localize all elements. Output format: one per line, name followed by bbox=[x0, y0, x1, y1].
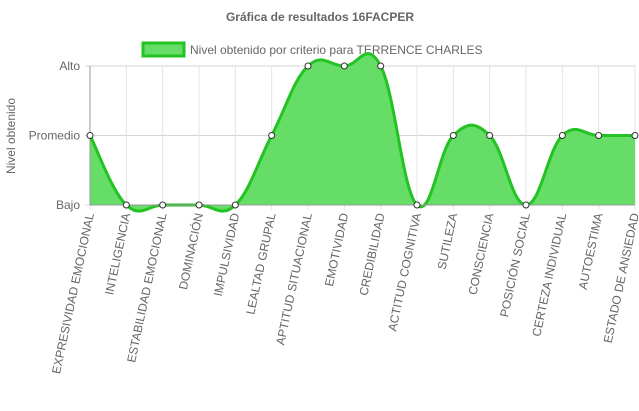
data-point[interactable] bbox=[122, 201, 130, 209]
x-tick-label: EXPRESIVIDAD EMOCIONAL bbox=[49, 211, 97, 375]
series-area bbox=[88, 52, 635, 213]
data-point[interactable] bbox=[595, 132, 603, 139]
x-tick-labels: EXPRESIVIDAD EMOCIONAL INTELIGENCIAESTABI… bbox=[49, 211, 639, 375]
x-tick-label: EMOTIVIDAD bbox=[322, 211, 351, 287]
x-tick-label: CREDIBILIDAD bbox=[356, 211, 387, 296]
legend[interactable]: Nivel obtenido por criterio para TERRENC… bbox=[141, 41, 483, 58]
data-point[interactable] bbox=[413, 201, 421, 209]
x-tick-label: APTITUD SITUACIONAL bbox=[273, 211, 315, 346]
x-tick-label: AUTOESTIMA bbox=[576, 212, 606, 291]
legend-swatch[interactable] bbox=[141, 41, 186, 58]
x-tick-label: DOMINACIÓN bbox=[175, 212, 206, 291]
x-tick-label: CONSCIENCIA bbox=[466, 212, 497, 296]
x-tick-label: ESTADO DE ANSIEDAD bbox=[601, 211, 639, 344]
data-point[interactable] bbox=[522, 201, 530, 209]
legend-label[interactable]: Nivel obtenido por criterio para TERRENC… bbox=[190, 43, 483, 57]
data-point[interactable] bbox=[195, 201, 203, 209]
x-tick-label: ESTABILIDAD EMOCIONAL bbox=[124, 211, 169, 363]
data-point[interactable] bbox=[268, 132, 276, 139]
data-point[interactable] bbox=[231, 201, 239, 209]
x-tick-label: IMPULSIVIDAD bbox=[211, 211, 242, 297]
x-tick-label: LEALTAD GRUPAL bbox=[243, 211, 278, 315]
data-points bbox=[86, 62, 639, 209]
x-tick-label: ACTITUD COGNITIVA bbox=[385, 212, 424, 333]
data-point[interactable] bbox=[631, 132, 639, 139]
x-tick-label: POSICIÓN SOCIAL bbox=[496, 211, 533, 318]
y-tick-labels: Bajo Promedio Alto bbox=[29, 59, 81, 212]
y-axis-title: Nivel obtenido bbox=[4, 98, 18, 174]
data-point[interactable] bbox=[86, 132, 94, 139]
data-point[interactable] bbox=[340, 62, 348, 70]
data-point[interactable] bbox=[377, 62, 385, 70]
x-tick-label: CERTEZA INDIVIDUAL bbox=[529, 211, 569, 337]
data-point[interactable] bbox=[449, 132, 457, 139]
x-tick-label: SUTILEZA bbox=[435, 212, 461, 271]
data-point[interactable] bbox=[558, 132, 566, 139]
data-point[interactable] bbox=[304, 62, 312, 70]
data-point[interactable] bbox=[486, 132, 494, 139]
series-area-fill bbox=[90, 53, 635, 212]
data-point[interactable] bbox=[159, 201, 167, 209]
y-tick-label: Alto bbox=[59, 59, 80, 73]
x-tick-label: INTELIGENCIA bbox=[102, 212, 133, 296]
chart-title: Gráfica de resultados 16FACPER bbox=[226, 10, 414, 24]
y-tick-label: Promedio bbox=[29, 129, 81, 143]
y-tick-label: Bajo bbox=[56, 198, 80, 212]
